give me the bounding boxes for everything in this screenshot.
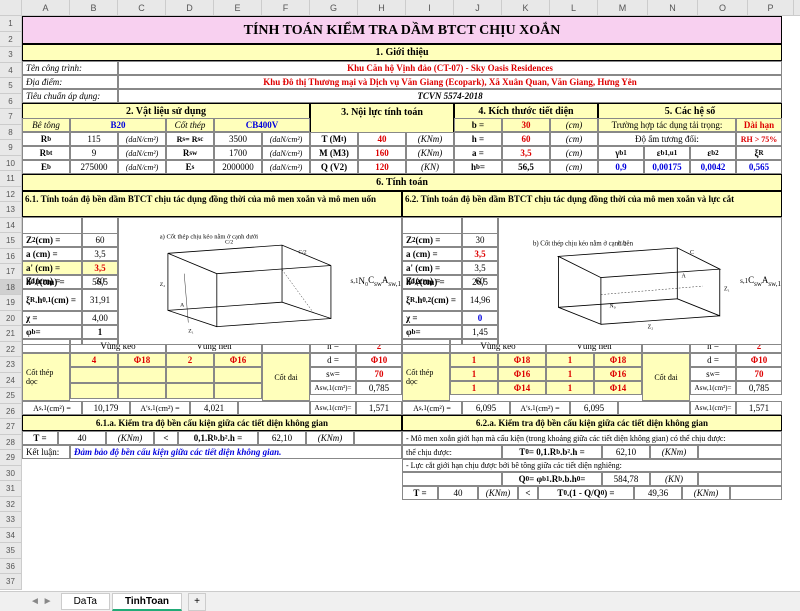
- tab-data[interactable]: DaTa: [61, 593, 110, 610]
- spreadsheet-content: TÍNH TOÁN KIỂM TRA DẦM BTCT CHỊU XOẮN 1.…: [22, 16, 782, 500]
- diagram-a: a) Cốt thép chịu kéo nằm ở cạnh dưới C/2: [118, 217, 402, 345]
- add-sheet-button[interactable]: +: [188, 593, 206, 611]
- sheet-tabs: ◄ ► DaTa TinhToan +: [0, 591, 800, 611]
- svg-text:Z₁: Z₁: [724, 286, 730, 292]
- svg-text:C/2: C/2: [298, 249, 306, 255]
- svg-text:Z₁: Z₁: [188, 328, 193, 334]
- svg-text:Z₂: Z₂: [160, 282, 165, 288]
- section-1-header: 1. Giới thiệu: [22, 44, 782, 61]
- svg-text:Z₂: Z₂: [648, 325, 654, 331]
- svg-text:a) Cốt thép chịu kéo nằm ở cạn: a) Cốt thép chịu kéo nằm ở cạnh dưới: [160, 234, 259, 241]
- svg-text:N₀: N₀: [609, 303, 615, 309]
- svg-text:C/2: C/2: [618, 241, 627, 247]
- svg-text:C: C: [690, 250, 694, 256]
- svg-text:A: A: [682, 274, 687, 280]
- svg-text:A: A: [180, 302, 185, 308]
- svg-text:C/2: C/2: [225, 240, 233, 246]
- tab-tinhtoan[interactable]: TinhToan: [112, 593, 182, 611]
- main-title: TÍNH TOÁN KIỂM TRA DẦM BTCT CHỊU XOẮN: [22, 16, 782, 44]
- diagram-b: b) Cốt thép chịu kéo nằm ở cạnh bên C/2 …: [498, 217, 782, 345]
